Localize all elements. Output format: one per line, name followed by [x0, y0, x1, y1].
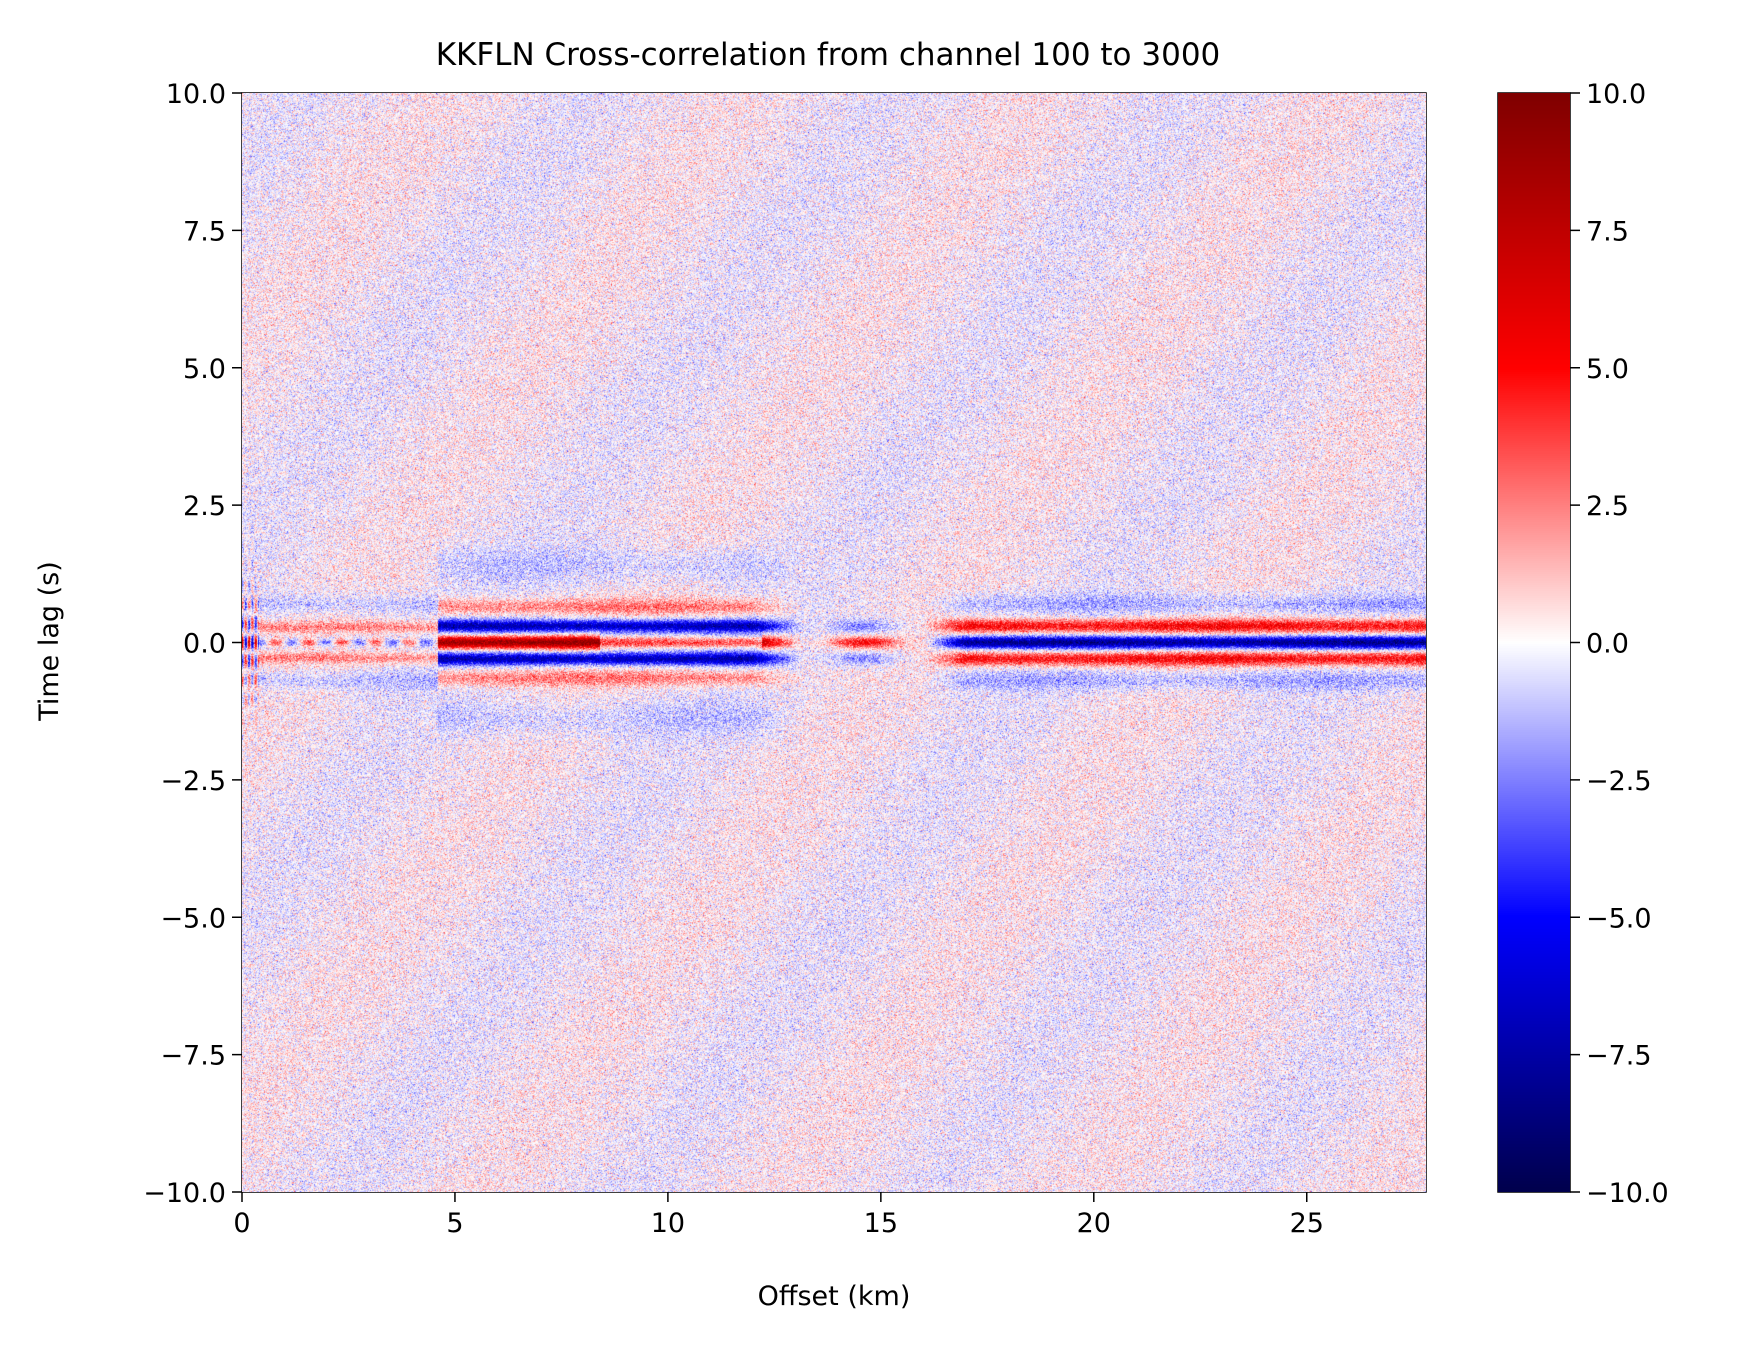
- y-tick-label: 5.0: [183, 354, 226, 385]
- colorbar-tick-label: 0.0: [1586, 629, 1629, 660]
- x-tick-label: 0: [233, 1208, 250, 1239]
- colorbar-tick-label: −2.5: [1586, 766, 1652, 797]
- x-axis-label: Offset (km): [758, 1281, 911, 1312]
- colorbar-gradient: [1498, 93, 1570, 1192]
- y-tick-label: 0.0: [183, 629, 226, 660]
- x-tick-label: 15: [864, 1208, 898, 1239]
- colorbar-tick-label: −10.0: [1586, 1178, 1669, 1209]
- x-tick-label: 5: [446, 1208, 463, 1239]
- chart-title: KKFLN Cross-correlation from channel 100…: [436, 37, 1221, 73]
- colorbar-tick-label: 5.0: [1586, 354, 1629, 385]
- y-tick-label: −2.5: [160, 766, 226, 797]
- y-axis-label: Time lag (s): [34, 561, 65, 722]
- colorbar-tick-label: 2.5: [1586, 491, 1629, 522]
- x-tick-label: 10: [651, 1208, 685, 1239]
- y-tick-label: −10.0: [143, 1178, 226, 1209]
- y-axis-ticks: 10.0 7.5 5.0 2.5 0.0 −2.5 −5.0 −7.5 −10.0: [143, 79, 242, 1209]
- colorbar-tick-label: −5.0: [1586, 903, 1652, 934]
- y-tick-label: 10.0: [166, 79, 226, 110]
- y-tick-label: 7.5: [183, 216, 226, 247]
- heatmap-image: [242, 93, 1426, 1192]
- x-axis-ticks: 0 5 10 15 20 25: [233, 1192, 1324, 1239]
- colorbar-tick-label: 7.5: [1586, 216, 1629, 247]
- y-tick-label: 2.5: [183, 491, 226, 522]
- y-tick-label: −5.0: [160, 903, 226, 934]
- x-tick-label: 25: [1290, 1208, 1324, 1239]
- colorbar-ticks: 10.0 7.5 5.0 2.5 0.0 −2.5 −5.0 −7.5 −10.0: [1570, 79, 1669, 1209]
- x-tick-label: 20: [1077, 1208, 1111, 1239]
- colorbar-tick-label: 10.0: [1586, 79, 1646, 110]
- colorbar-tick-label: −7.5: [1586, 1041, 1652, 1072]
- y-tick-label: −7.5: [160, 1041, 226, 1072]
